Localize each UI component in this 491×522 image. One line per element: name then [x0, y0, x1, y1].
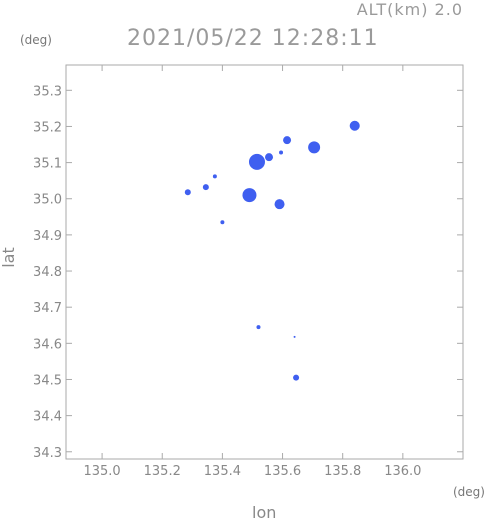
data-point [256, 325, 261, 330]
data-point [293, 374, 300, 381]
y-tick-label: 34.5 [33, 373, 62, 388]
data-point [212, 174, 217, 179]
y-tick: 34.8 [33, 265, 463, 280]
x-tick-label: 136.0 [384, 464, 421, 479]
y-axis-unit: (deg) [20, 33, 52, 47]
x-tick-label: 135.0 [83, 464, 120, 479]
y-tick-label: 34.8 [33, 265, 62, 280]
y-axis-ticks: 34.3 34.4 34.5 34.6 34.7 34.8 34.9 35.0 35.1 35.2… [33, 84, 463, 461]
x-tick: 135.0 [83, 65, 121, 479]
x-tick: 135.6 [264, 65, 301, 479]
data-point [248, 153, 265, 170]
y-tick: 35.0 [33, 193, 463, 208]
data-point [279, 150, 284, 155]
x-axis-unit: (deg) [453, 485, 485, 499]
y-tick: 35.1 [33, 157, 463, 172]
y-tick-label: 34.4 [33, 410, 62, 425]
data-points [184, 120, 360, 381]
y-tick-label: 34.9 [33, 229, 62, 244]
y-tick: 34.9 [33, 229, 463, 244]
data-point [293, 335, 296, 338]
data-point [265, 153, 274, 162]
y-tick-label: 34.7 [33, 301, 62, 316]
y-tick: 35.3 [33, 84, 463, 99]
x-tick: 135.2 [144, 65, 181, 479]
y-tick: 34.3 [33, 446, 463, 461]
data-point [308, 141, 321, 154]
y-tick-label: 34.3 [33, 446, 62, 461]
y-tick: 35.2 [33, 120, 463, 135]
data-point [202, 184, 209, 191]
x-tick-label: 135.2 [144, 464, 181, 479]
y-tick: 34.5 [33, 373, 463, 388]
y-tick-label: 35.2 [33, 120, 62, 135]
data-point [349, 120, 360, 131]
y-tick-label: 35.3 [33, 84, 62, 99]
chart-title: 2021/05/22 12:28:11 [127, 26, 379, 51]
data-point [274, 199, 285, 210]
altitude-label: ALT(km) 2.0 [356, 0, 463, 19]
x-axis-ticks: 135.0 135.2 135.4 135.6 135.8 136.0 [83, 65, 421, 479]
x-tick: 135.8 [324, 65, 361, 479]
y-tick-label: 34.6 [33, 337, 62, 352]
data-point [242, 188, 257, 203]
data-point [220, 220, 225, 225]
x-tick-label: 135.6 [264, 464, 301, 479]
y-tick: 34.7 [33, 301, 463, 316]
data-point [283, 136, 292, 145]
plot-frame [65, 64, 464, 460]
y-tick: 34.6 [33, 337, 463, 352]
data-point [184, 189, 191, 196]
x-axis-label: lon [252, 503, 277, 522]
x-tick: 135.4 [204, 65, 241, 479]
y-tick: 34.4 [33, 410, 463, 425]
y-tick-label: 35.1 [33, 157, 62, 172]
x-tick-label: 135.8 [324, 464, 361, 479]
x-tick: 136.0 [384, 65, 421, 479]
y-tick-label: 35.0 [33, 193, 62, 208]
x-tick-label: 135.4 [204, 464, 241, 479]
